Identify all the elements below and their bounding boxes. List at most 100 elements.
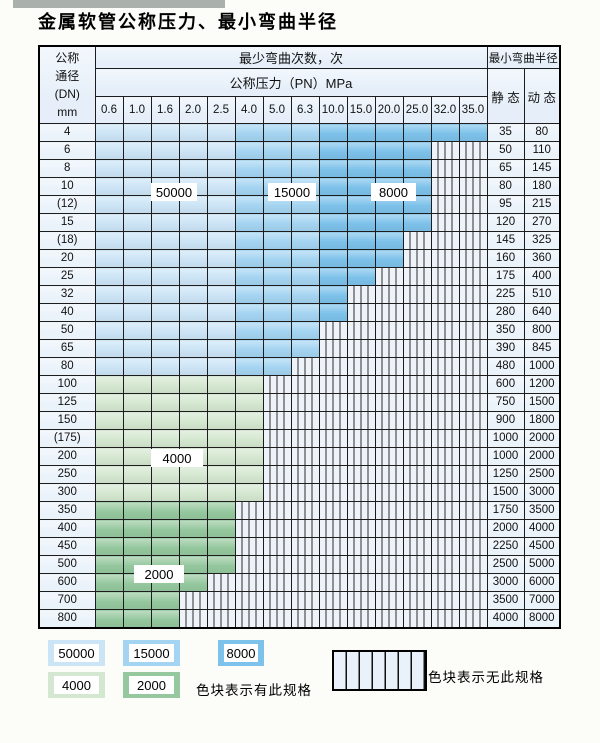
dynamic-radius-cell: 5000 — [523, 555, 561, 574]
spec-cell — [234, 447, 264, 466]
spec-cell — [374, 375, 404, 394]
spec-cell — [206, 519, 236, 538]
spec-cell — [318, 195, 348, 214]
spec-cell — [346, 357, 376, 376]
spec-cell — [318, 501, 348, 520]
spec-cell — [458, 447, 488, 466]
spec-cell — [374, 465, 404, 484]
legend-swatch-label: 8000 — [224, 644, 258, 662]
spec-cell — [318, 159, 348, 178]
dn-cell: 10 — [38, 177, 96, 196]
dn-cell: (18) — [38, 231, 96, 250]
spec-cell — [430, 591, 460, 610]
table-row: 25 175 400 — [38, 267, 561, 286]
static-radius-cell: 80 — [486, 177, 525, 196]
dynamic-radius-cell: 7000 — [523, 591, 561, 610]
spec-cell — [94, 249, 124, 268]
spec-cell — [458, 213, 488, 232]
spec-cell — [402, 447, 432, 466]
spec-cell — [374, 339, 404, 358]
spec-cell — [178, 519, 208, 538]
spec-cell — [94, 411, 124, 430]
spec-cell — [94, 393, 124, 412]
table-row: 500 2500 5000 — [38, 555, 561, 574]
spec-cell — [374, 411, 404, 430]
spec-cell — [122, 501, 152, 520]
spec-cell — [402, 303, 432, 322]
pressure-col-header: 2.0 — [178, 96, 208, 124]
table-row: 32 225 510 — [38, 285, 561, 304]
dn-cell: (12) — [38, 195, 96, 214]
spec-cell — [206, 591, 236, 610]
spec-cell — [374, 141, 404, 160]
spec-cell — [290, 591, 320, 610]
spec-cell — [290, 429, 320, 448]
spec-cell — [290, 303, 320, 322]
pressure-col-header: 2.5 — [206, 96, 236, 124]
spec-cell — [178, 393, 208, 412]
dn-header-line3: (DN) — [54, 87, 80, 101]
spec-cell — [94, 141, 124, 160]
static-radius-cell: 3500 — [486, 591, 525, 610]
spec-cell — [430, 141, 460, 160]
spec-cell — [346, 285, 376, 304]
spec-cell — [458, 609, 488, 629]
spec-cell — [346, 591, 376, 610]
spec-cell — [318, 447, 348, 466]
dn-cell: 250 — [38, 465, 96, 484]
spec-cell — [346, 393, 376, 412]
spec-cell — [374, 213, 404, 232]
spec-cell — [178, 537, 208, 556]
spec-cell — [402, 429, 432, 448]
spec-cell — [206, 429, 236, 448]
scan-artifact — [13, 0, 225, 8]
static-radius-cell: 350 — [486, 321, 525, 340]
table-row: 100 600 1200 — [38, 375, 561, 394]
spec-cell — [318, 123, 348, 142]
spec-cell — [430, 393, 460, 412]
spec-cell — [178, 591, 208, 610]
spec-cell — [262, 519, 292, 538]
dynamic-radius-cell: 270 — [523, 213, 561, 232]
spec-cell — [206, 231, 236, 250]
spec-cell — [122, 303, 152, 322]
spec-cell — [346, 483, 376, 502]
region-count-label: 15000 — [268, 183, 316, 201]
spec-cell — [94, 267, 124, 286]
spec-cell — [374, 321, 404, 340]
spec-cell — [402, 609, 432, 629]
spec-cell — [430, 213, 460, 232]
spec-cell — [178, 339, 208, 358]
spec-cell — [402, 213, 432, 232]
spec-cell — [318, 537, 348, 556]
spec-cell — [150, 519, 180, 538]
spec-cell — [374, 267, 404, 286]
spec-cell — [122, 249, 152, 268]
spec-cell — [318, 411, 348, 430]
spec-cell — [234, 573, 264, 592]
spec-cell — [374, 483, 404, 502]
static-radius-cell: 65 — [486, 159, 525, 178]
static-radius-cell: 1000 — [486, 429, 525, 448]
spec-cell — [346, 501, 376, 520]
spec-cell — [318, 555, 348, 574]
spec-cell — [94, 447, 124, 466]
spec-cell — [290, 159, 320, 178]
spec-cell — [290, 123, 320, 142]
spec-cell — [402, 573, 432, 592]
spec-cell — [122, 285, 152, 304]
spec-cell — [122, 411, 152, 430]
table-row: 250 1250 2500 — [38, 465, 561, 484]
static-header: 静 态 — [486, 68, 525, 124]
spec-cell — [290, 519, 320, 538]
static-radius-cell: 2000 — [486, 519, 525, 538]
spec-cell — [290, 501, 320, 520]
dn-cell: 6 — [38, 141, 96, 160]
spec-cell — [402, 339, 432, 358]
spec-cell — [234, 555, 264, 574]
spec-cell — [150, 213, 180, 232]
spec-cell — [430, 249, 460, 268]
spec-cell — [234, 231, 264, 250]
spec-cell — [122, 339, 152, 358]
